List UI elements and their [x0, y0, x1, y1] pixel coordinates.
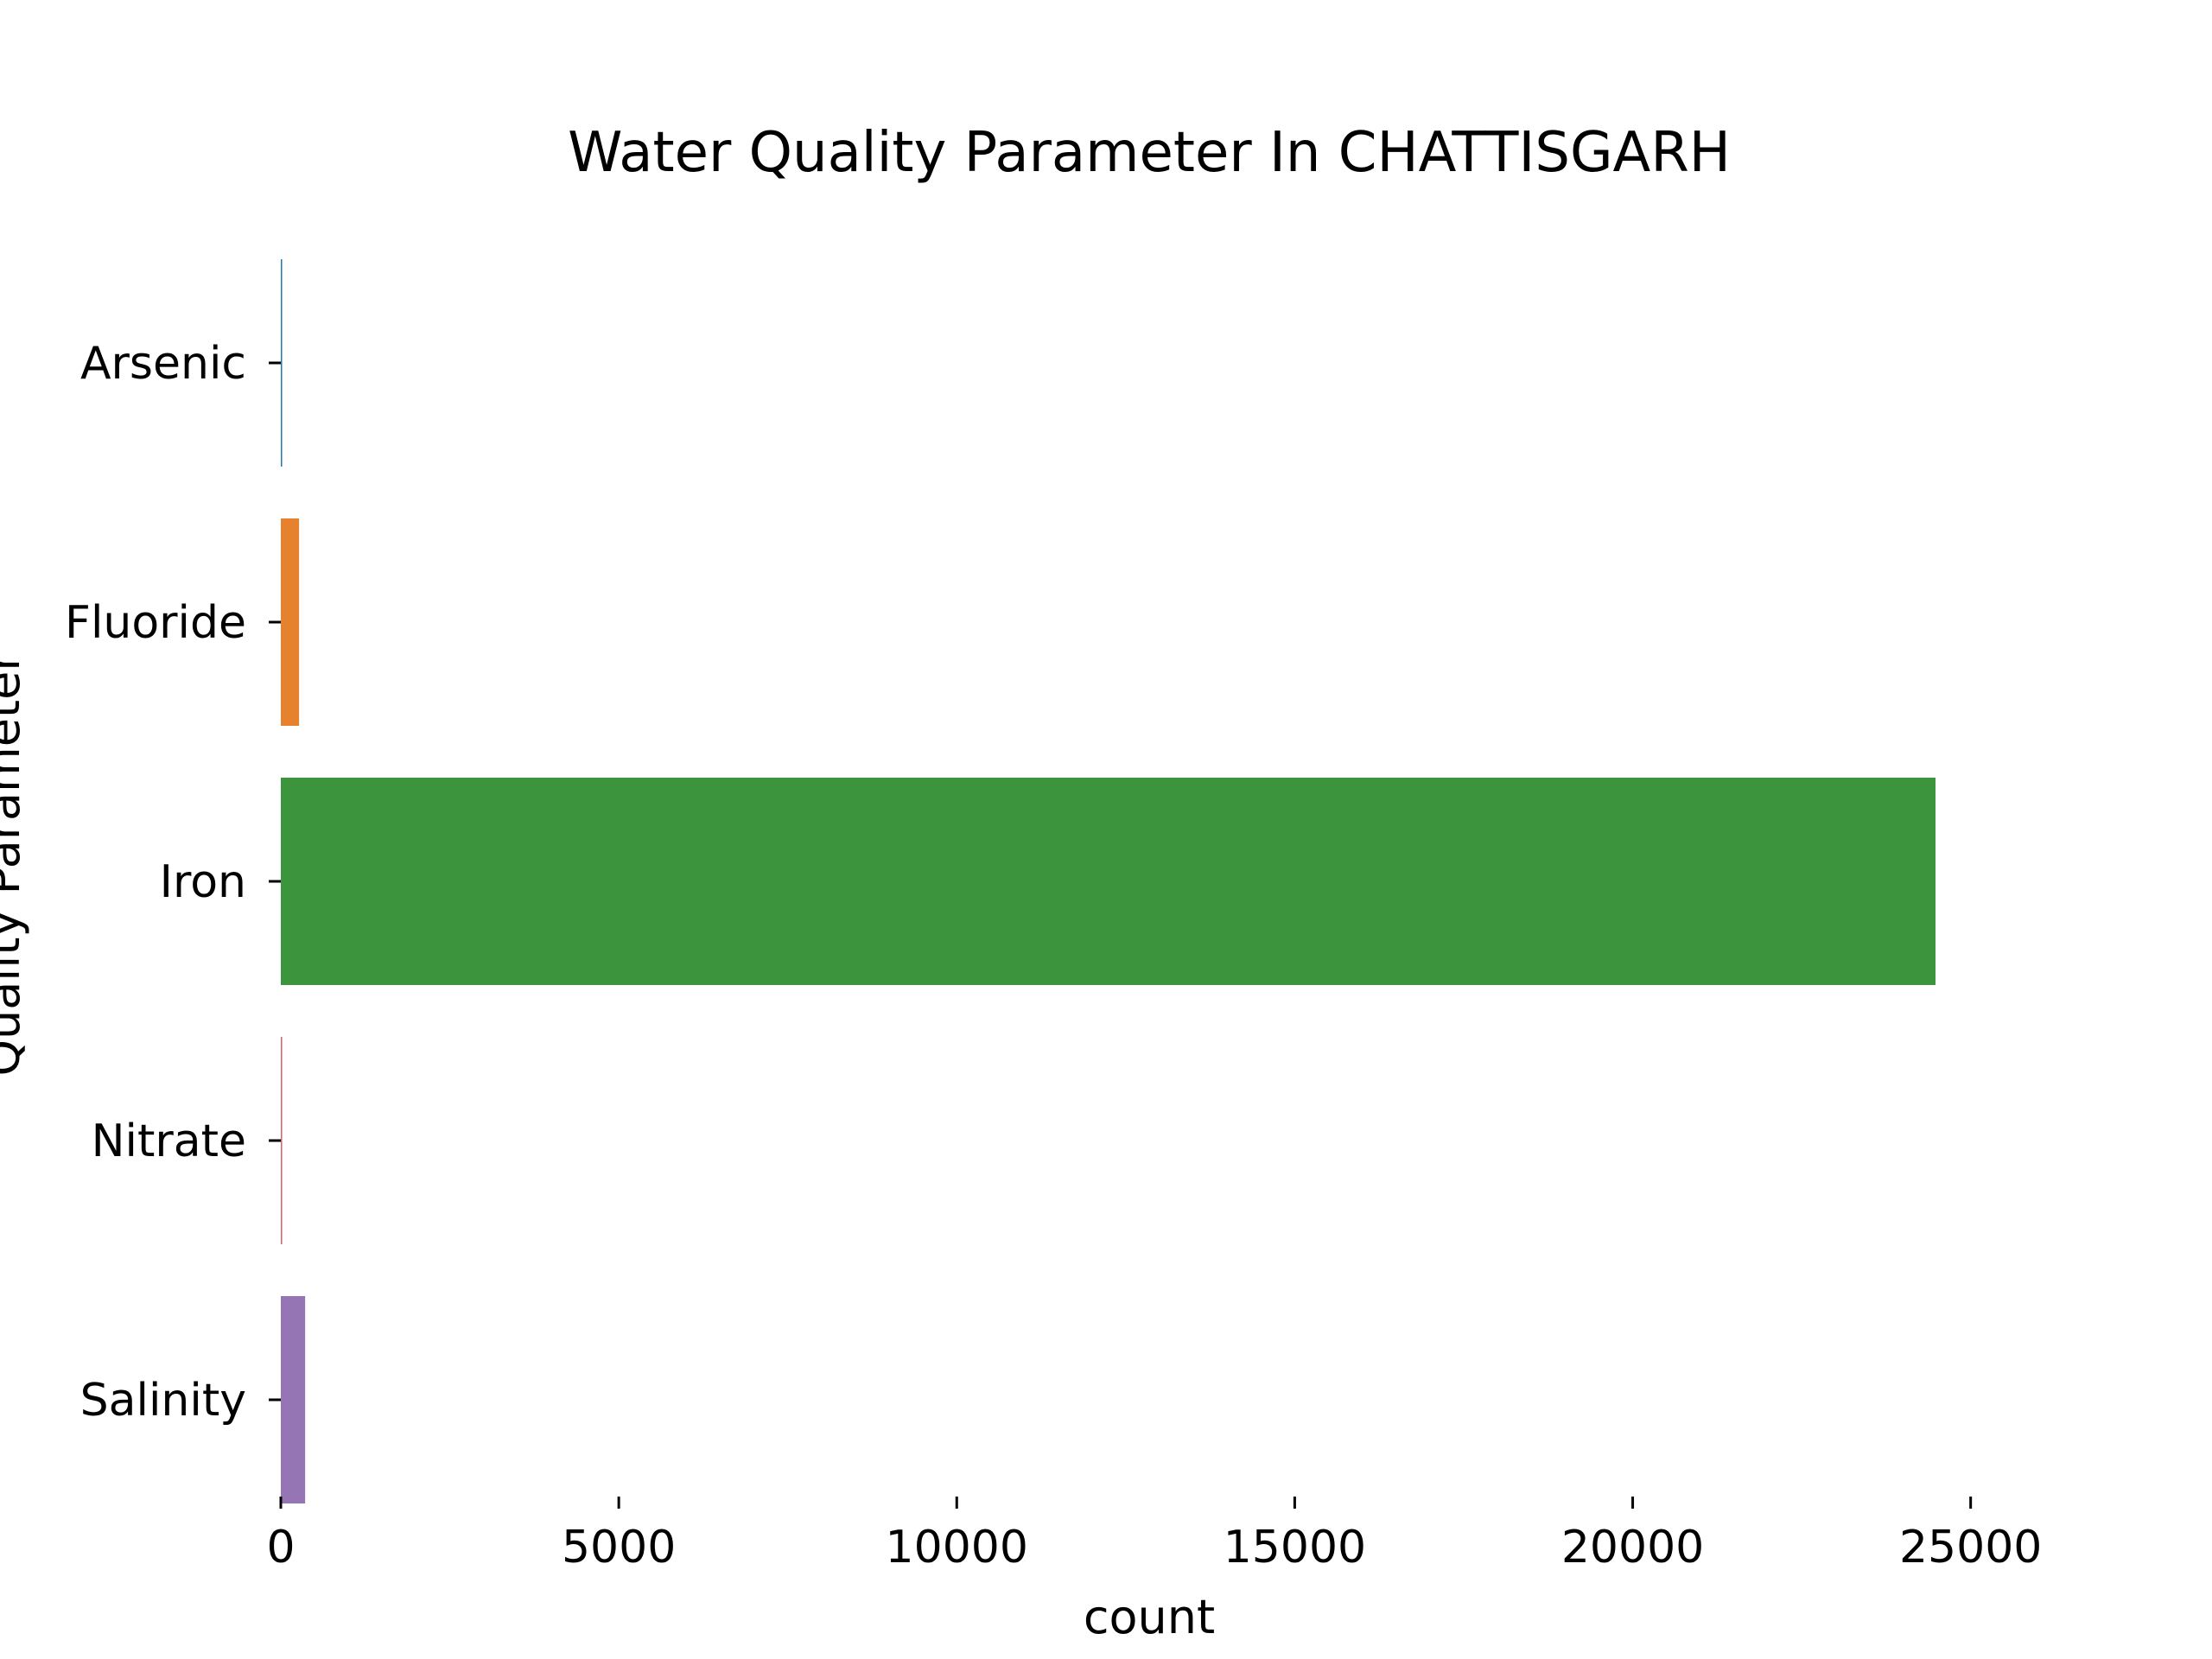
bar-nitrate: [281, 1037, 283, 1244]
plot-area: [281, 259, 1936, 1503]
y-tick-label: Nitrate: [92, 1116, 246, 1167]
bar-fluoride: [281, 518, 300, 726]
y-tick-label: Salinity: [80, 1375, 246, 1427]
x-tick-label: 10000: [886, 1522, 1028, 1573]
y-axis: Arsenic Fluoride Iron Nitrate Salinity: [65, 338, 281, 1427]
y-axis-label: Quality Parameter: [0, 652, 30, 1077]
x-tick-label: 25000: [1899, 1522, 2042, 1573]
y-tick-label: Arsenic: [80, 338, 246, 390]
bar-arsenic: [281, 259, 283, 467]
x-tick-label: 5000: [562, 1522, 676, 1573]
x-axis: 0 5000 10000 15000 20000 25000: [266, 1497, 2042, 1573]
y-tick-label: Fluoride: [65, 597, 246, 649]
bar-salinity: [281, 1296, 306, 1503]
chart-title: Water Quality Parameter In CHATTISGARH: [568, 121, 1731, 185]
x-tick-label: 15000: [1224, 1522, 1366, 1573]
x-tick-label: 0: [266, 1522, 295, 1573]
y-tick-label: Iron: [160, 856, 246, 908]
x-axis-label: count: [1084, 1590, 1215, 1644]
x-tick-label: 20000: [1561, 1522, 1704, 1573]
bar-iron: [281, 778, 1936, 985]
